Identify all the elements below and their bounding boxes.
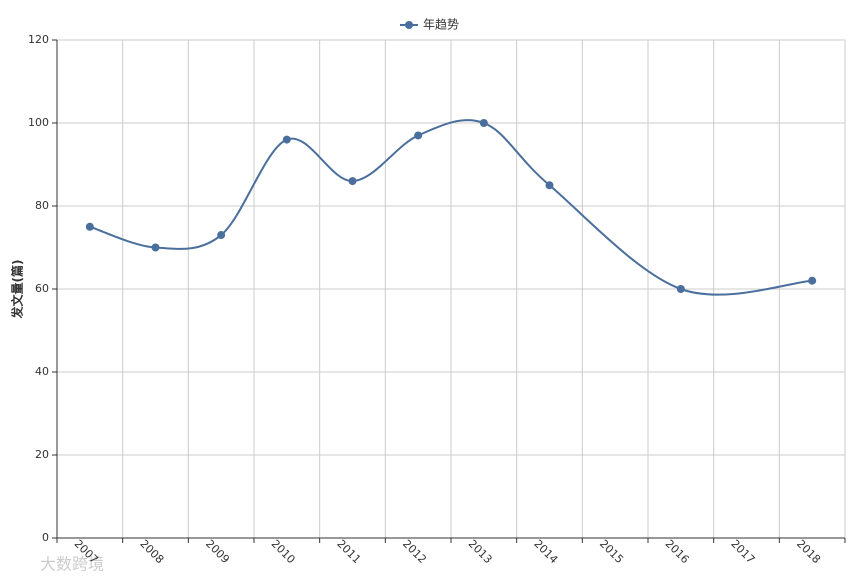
y-tick-label: 20 <box>35 448 49 461</box>
point <box>479 119 488 127</box>
y-tick-label: 60 <box>35 282 49 295</box>
y-tick-label: 80 <box>35 199 49 212</box>
x-tick-label: 2009 <box>203 537 232 566</box>
point <box>545 181 554 190</box>
legend-marker <box>405 21 413 29</box>
y-tick-label: 40 <box>35 365 49 378</box>
point <box>414 131 423 140</box>
x-tick-label: 2011 <box>334 537 363 566</box>
point <box>282 135 291 144</box>
x-tick-label: 2015 <box>597 537 626 566</box>
line <box>89 119 813 296</box>
point <box>676 285 685 293</box>
point <box>217 231 226 240</box>
x-tick-label: 2016 <box>663 537 692 566</box>
y-tick-label: 0 <box>42 531 49 544</box>
point <box>151 243 160 252</box>
point <box>808 276 817 285</box>
watermark: 大数跨境 <box>40 555 104 574</box>
x-tick-label: 2017 <box>728 537 757 566</box>
y-axis-label: 发文量(篇) <box>10 260 25 320</box>
point <box>85 222 94 231</box>
x-tick-label: 2014 <box>531 537 560 566</box>
y-tick-label: 120 <box>28 33 49 46</box>
x-tick-label: 2013 <box>466 537 495 566</box>
legend-label: 年趋势 <box>423 18 459 32</box>
point <box>348 177 357 186</box>
y-tick-label: 100 <box>28 116 49 129</box>
x-tick-label: 2010 <box>269 537 298 566</box>
x-tick-label: 2008 <box>137 537 166 566</box>
x-tick-label: 2018 <box>794 537 823 566</box>
x-tick-label: 2012 <box>400 537 429 566</box>
